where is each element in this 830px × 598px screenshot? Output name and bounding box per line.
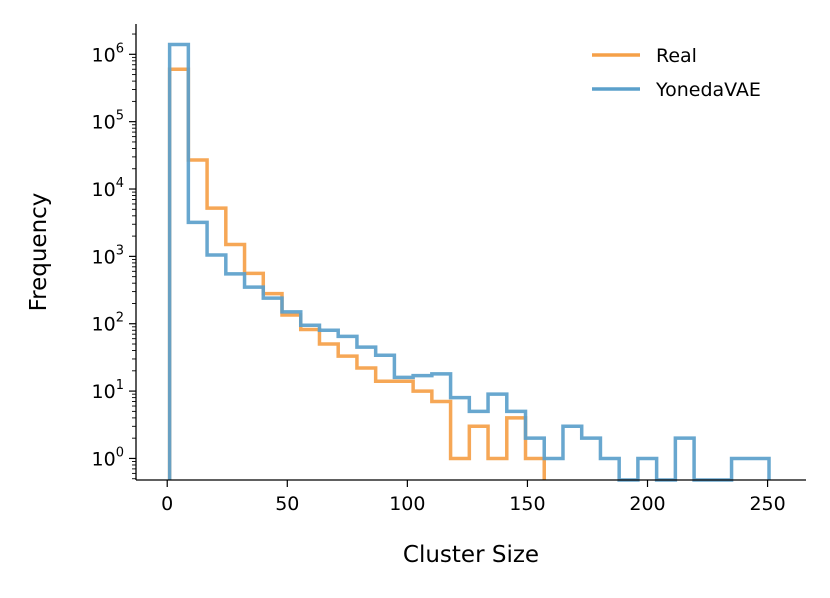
series-line-real: [167, 67, 546, 480]
y-axis-title: Frequency: [26, 193, 52, 312]
y-tick-label: 106: [92, 41, 124, 66]
legend-label-yonedavae: YonedaVAE: [655, 79, 761, 101]
y-tick-label: 102: [92, 311, 124, 336]
series-layer: [167, 42, 771, 482]
legend: Real YonedaVAE: [592, 45, 761, 101]
y-tick-label: 103: [92, 243, 124, 268]
legend-label-real: Real: [656, 45, 697, 67]
x-tick-label: 100: [389, 493, 425, 515]
y-tick-label: 104: [92, 176, 124, 201]
y-ticks: 100 101 102 103 104 105 106: [92, 33, 136, 480]
x-ticks: 0 50 100 150 200 250: [161, 480, 786, 515]
series-line-yonedavae: [167, 42, 771, 482]
axes-layer: [135, 24, 806, 481]
x-tick-label: 50: [275, 493, 299, 515]
x-tick-label: 150: [509, 493, 545, 515]
x-tick-label: 250: [749, 493, 785, 515]
series-yonedavae: [167, 42, 771, 482]
x-axis-title: Cluster Size: [403, 542, 539, 568]
y-tick-label: 100: [92, 445, 124, 470]
y-tick-label: 101: [92, 378, 124, 403]
series-real: [167, 67, 546, 480]
x-tick-label: 200: [629, 493, 665, 515]
y-tick-label: 105: [92, 109, 124, 134]
x-tick-label: 0: [161, 493, 173, 515]
